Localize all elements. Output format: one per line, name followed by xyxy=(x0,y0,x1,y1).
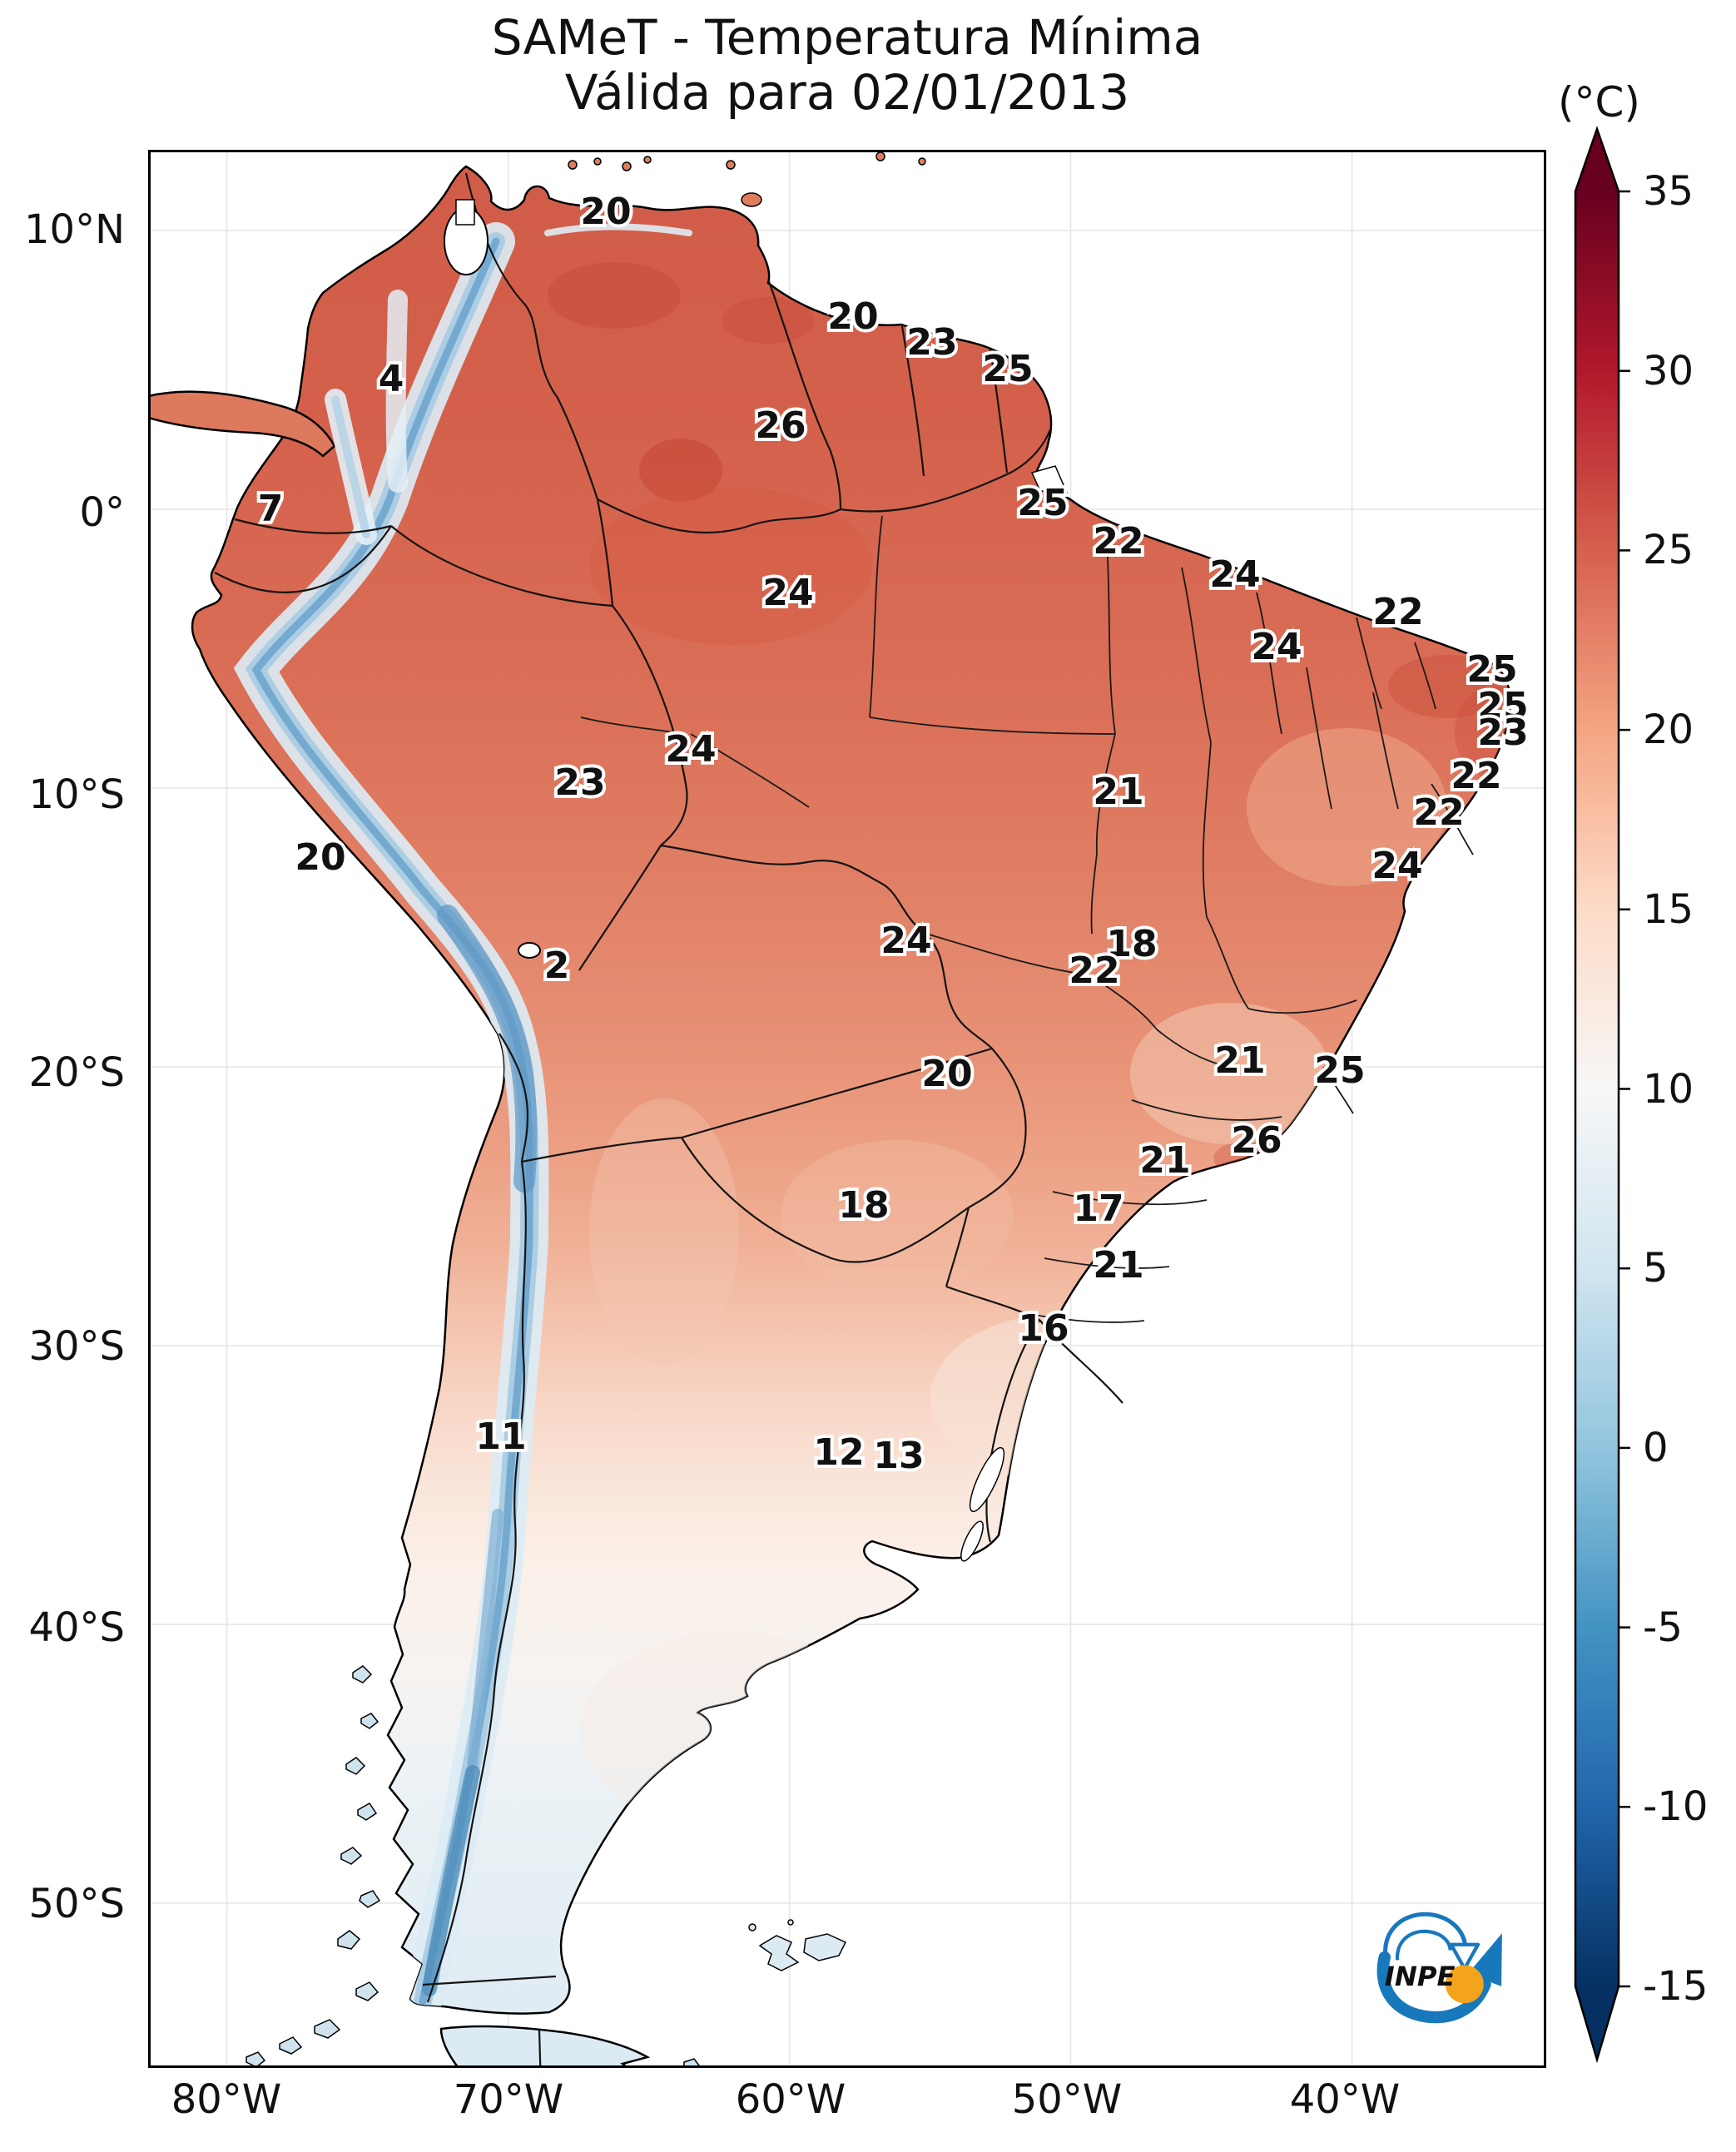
lake-titicaca xyxy=(518,942,541,959)
inpe-down-arrow xyxy=(1449,1942,1481,1971)
panama-strip xyxy=(148,390,336,458)
temperature-label: 25 xyxy=(1477,685,1528,727)
map-frame xyxy=(148,150,1546,2068)
inpe-swoosh xyxy=(1376,1951,1491,2024)
temperature-label: 23 xyxy=(1477,712,1528,754)
temperature-label: 20 xyxy=(827,295,878,338)
temperature-label: 18 xyxy=(1106,923,1157,965)
tierra-del-fuego xyxy=(439,2025,651,2068)
temperature-label: 25 xyxy=(982,348,1033,390)
state-borders xyxy=(580,515,1474,1323)
temperature-label: 21 xyxy=(1093,1244,1143,1287)
islands xyxy=(246,151,926,2068)
temperature-label: 21 xyxy=(1214,1039,1265,1082)
temperature-label: 13 xyxy=(873,1435,924,1477)
colorbar-tick-label: 25 xyxy=(1643,527,1694,574)
colorbar-unit-label: (°C) xyxy=(1558,78,1640,126)
lagoa-dos-patos xyxy=(969,1446,1005,1513)
temperature-label: 23 xyxy=(554,761,605,804)
temperature-label: 26 xyxy=(1231,1119,1282,1162)
lon-tick-label: 60°W xyxy=(735,2076,846,2123)
lat-tick-label: 30°S xyxy=(28,1323,125,1370)
title-line-2: Válida para 02/01/2013 xyxy=(564,64,1130,121)
colorbar-tick-label: 15 xyxy=(1643,885,1694,933)
temperature-label: 17 xyxy=(1073,1188,1123,1230)
temperature-label: 25 xyxy=(1466,648,1517,691)
lat-tick-label: 40°S xyxy=(28,1604,125,1651)
lat-tick-label: 50°S xyxy=(28,1881,125,1927)
temperature-label: 11 xyxy=(475,1416,526,1458)
temperature-label: 4 xyxy=(379,358,404,400)
temperature-label: 24 xyxy=(1209,553,1260,596)
temperature-label: 22 xyxy=(1451,755,1501,797)
colorbar-svg xyxy=(1574,126,1630,2064)
temperature-label: 16 xyxy=(1018,1307,1069,1350)
lat-tick-label: 20°S xyxy=(28,1049,125,1096)
lon-tick-label: 80°W xyxy=(171,2076,282,2123)
inpe-logo: INPE xyxy=(1376,1912,1502,2024)
temperature-label: 18 xyxy=(838,1184,889,1227)
colorbar-tick-label: -5 xyxy=(1643,1604,1683,1651)
falkland-islands xyxy=(748,1919,847,1971)
inpe-text: INPE xyxy=(1385,1961,1456,1992)
map-area: 20 4 20 23 25 26 7 25 22 24 24 22 24 25 25 23 24 22 23 22 21… xyxy=(148,150,1546,2068)
temperature-label: 20 xyxy=(580,191,631,233)
temperature-label: 25 xyxy=(1017,482,1068,524)
temperature-label: 24 xyxy=(880,920,931,962)
colorbar-bar xyxy=(1574,126,1620,2064)
temperature-label: 12 xyxy=(813,1431,864,1474)
lat-tick-label: 0° xyxy=(79,489,125,536)
country-borders xyxy=(214,172,1123,2068)
colorbar-tick-label: 20 xyxy=(1643,707,1694,754)
colorbar-tick-label: -10 xyxy=(1643,1783,1709,1831)
temperature-label: 25 xyxy=(1314,1049,1365,1092)
lon-tick-label: 70°W xyxy=(453,2076,564,2123)
lat-tick-label: 10°N xyxy=(24,206,125,253)
amazon-mouth xyxy=(1030,465,1069,493)
temperature-label: 26 xyxy=(755,404,806,447)
temperature-label: 21 xyxy=(1139,1139,1190,1182)
colorbar-tick-label: -15 xyxy=(1643,1963,1709,2010)
temperature-label: 21 xyxy=(1093,771,1143,813)
andes-ridge xyxy=(233,222,692,2014)
inpe-orange-dot xyxy=(1445,1965,1484,2004)
lat-tick-label: 10°S xyxy=(28,771,125,818)
temperature-label: 20 xyxy=(295,836,345,879)
lon-tick-label: 50°W xyxy=(1011,2076,1123,2123)
temperature-label: 22 xyxy=(1069,950,1119,992)
temperature-label: 24 xyxy=(665,728,716,771)
temperature-label: 7 xyxy=(258,488,284,530)
colorbar-tick-label: 35 xyxy=(1643,168,1694,215)
lagoa-mirim xyxy=(960,1520,984,1562)
temperature-label: 22 xyxy=(1093,520,1143,563)
temperature-label: 2 xyxy=(544,945,570,987)
figure-title: SAMeT - Temperatura Mínima Válida para 0… xyxy=(148,10,1546,120)
colorbar xyxy=(1565,123,1656,2070)
lakes xyxy=(444,199,1069,1562)
temperature-label: 20 xyxy=(921,1053,972,1095)
lon-tick-label: 40°W xyxy=(1289,2076,1401,2123)
colorbar-tick-label: 30 xyxy=(1643,347,1694,394)
colorbar-ticks xyxy=(1619,190,1630,1988)
temperature-label: 24 xyxy=(1371,845,1422,887)
temperature-label: 24 xyxy=(762,572,813,614)
temperature-label: 24 xyxy=(1251,626,1302,668)
colorbar-tick-label: 0 xyxy=(1643,1424,1669,1471)
temperature-label: 22 xyxy=(1372,591,1423,633)
temperature-label: 23 xyxy=(906,321,957,364)
colorbar-tick-label: 5 xyxy=(1643,1245,1669,1292)
colorbar-tick-label: 10 xyxy=(1643,1065,1694,1113)
title-line-1: SAMeT - Temperatura Mínima xyxy=(491,9,1203,66)
temperature-label: 22 xyxy=(1413,791,1464,834)
